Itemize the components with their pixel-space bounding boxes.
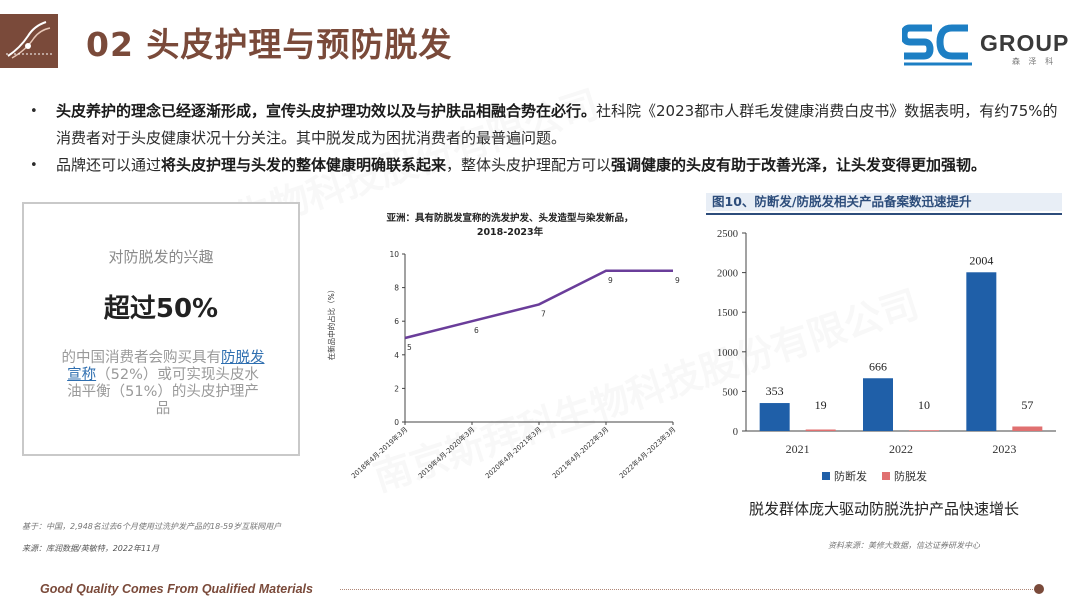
- line-chart-title: 2018-2023年: [477, 226, 544, 238]
- line-chart-title: 亚洲：具有防脱发宣称的洗发护发、头发造型与染发新品，: [386, 212, 633, 224]
- x-tick-label: 2022: [889, 442, 913, 456]
- stat-desc-post: （52%）或可实现头皮水油平衡（51%）的头皮护理产品: [67, 367, 259, 417]
- bullet-text: 社科院《2023都市人群毛发健康消费白皮书》数据表明，有约75%的消费者对于头皮…: [56, 102, 1058, 147]
- y-tick-label: 4: [394, 351, 399, 360]
- stat-card: 对防脱发的兴趣 超过50% 的中国消费者会购买具有防脱发宣称（52%）或可实现头…: [22, 202, 300, 456]
- bar: [863, 378, 893, 431]
- sc-logo-icon: [902, 24, 972, 66]
- x-tick-label: 2021: [786, 442, 810, 456]
- legend-label: 防脱发: [894, 469, 927, 483]
- stat-value: 超过50%: [103, 294, 219, 324]
- legend-swatch: [822, 472, 830, 480]
- bullet-text: 品牌还可以通过: [56, 156, 162, 174]
- bullet-list: 头皮养护的理念已经逐渐形成，宣传头皮护理功效以及与护肤品相融合势在必行。社科院《…: [30, 98, 1060, 179]
- brand-cn-name: 森 泽 科: [1012, 57, 1057, 66]
- company-logo: [0, 14, 58, 68]
- x-tick-label: 2021年4月-2022年3月: [550, 425, 610, 480]
- bar-chart: 0 500 1000 1500 2000 2500 2021 2022 2023 353 19 66…: [717, 229, 1056, 483]
- data-label: 7: [541, 309, 546, 318]
- stat-desc-highlight[interactable]: 防脱发宣称: [67, 350, 265, 383]
- x-tick-label: 2020年4月-2021年3月: [483, 425, 543, 480]
- data-label: 666: [869, 359, 887, 373]
- data-label: 9: [608, 276, 613, 285]
- y-tick-label: 2000: [717, 269, 738, 280]
- stat-label: 对防脱发的兴趣: [108, 248, 214, 266]
- brand-logo: GROUP 森 泽 科: [902, 18, 1072, 74]
- line-chart-ylabel: 在新品中的占比（%）: [326, 286, 336, 361]
- bullet-text: ，整体头皮护理配方可以: [446, 156, 612, 174]
- data-label: 9: [675, 276, 680, 285]
- footer-divider: [340, 589, 1035, 590]
- data-label: 10: [918, 398, 930, 412]
- y-tick-label: 1000: [717, 348, 738, 359]
- x-tick-label: 2019年4月-2020年3月: [416, 425, 476, 480]
- data-base-note: 基于：中国，2,948名过去6个月使用过洗护发产品的18-59岁互联网用户: [22, 522, 282, 531]
- line-chart: 亚洲：具有防脱发宣称的洗发护发、头发造型与染发新品， 2018-2023年 在新…: [326, 212, 680, 480]
- y-tick-label: 500: [722, 387, 738, 398]
- y-tick-label: 10: [389, 250, 399, 259]
- data-label: 5: [407, 343, 412, 352]
- data-label: 57: [1021, 398, 1033, 412]
- y-tick-label: 2500: [717, 229, 738, 240]
- stat-desc-pre: 的中国消费者会购买具有: [61, 350, 222, 366]
- legend-label: 防断发: [834, 469, 867, 483]
- y-tick-label: 1500: [717, 308, 738, 319]
- footer-dot: [1034, 584, 1044, 594]
- page-title: 02 头皮护理与预防脱发: [86, 25, 453, 64]
- data-label: 6: [474, 326, 479, 335]
- bar-chart-header: 图10、防断发/防脱发相关产品备案数迅速提升: [706, 193, 1062, 211]
- bar-chart-caption: 脱发群体庞大驱动防脱洗护产品快速增长: [748, 500, 1019, 518]
- x-tick-label: 2022年4月-2023年3月: [617, 425, 677, 480]
- data-label: 353: [766, 384, 784, 398]
- data-label: 19: [815, 398, 827, 412]
- legend-swatch: [882, 472, 890, 480]
- bullet-bold: 头皮养护的理念已经逐渐形成，宣传头皮护理功效以及与护肤品相融合势在必行。: [56, 102, 597, 120]
- y-tick-label: 0: [733, 427, 738, 438]
- y-tick-label: 6: [394, 317, 399, 326]
- y-tick-label: 0: [394, 418, 399, 427]
- y-tick-label: 8: [394, 284, 399, 293]
- x-tick-label: 2018年4月-2019年3月: [349, 425, 409, 480]
- bar: [966, 272, 997, 431]
- data-source-note: 来源：库润数据/英敏特，2022年11月: [22, 544, 160, 553]
- data-label: 2004: [969, 253, 993, 267]
- bullet-bold: 将头皮护理与头发的整体健康明确联系起来: [161, 156, 447, 174]
- y-tick-label: 2: [394, 384, 399, 393]
- bullet-item: 头皮养护的理念已经逐渐形成，宣传头皮护理功效以及与护肤品相融合势在必行。社科院《…: [30, 98, 1060, 152]
- divider: [706, 213, 1062, 215]
- chart-source-note: 资料来源：美修大数据，信达证券研发中心: [828, 541, 980, 550]
- bar: [805, 429, 836, 431]
- footer-slogan: Good Quality Comes From Qualified Materi…: [40, 582, 313, 596]
- stat-description: 的中国消费者会购买具有防脱发宣称（52%）或可实现头皮水油平衡（51%）的头皮护…: [60, 350, 266, 418]
- line-series: [404, 269, 673, 340]
- bullet-item: 品牌还可以通过将头皮护理与头发的整体健康明确联系起来，整体头皮护理配方可以强调健…: [30, 152, 1060, 179]
- hair-follicle-icon: [6, 21, 52, 59]
- x-tick-label: 2023: [992, 442, 1016, 456]
- brand-name: GROUP: [980, 30, 1070, 56]
- bar: [1012, 426, 1043, 431]
- bar: [759, 403, 790, 431]
- bar: [909, 430, 939, 431]
- bullet-bold: 强调健康的头皮有助于改善光泽，让头发变得更加强韧。: [611, 156, 987, 174]
